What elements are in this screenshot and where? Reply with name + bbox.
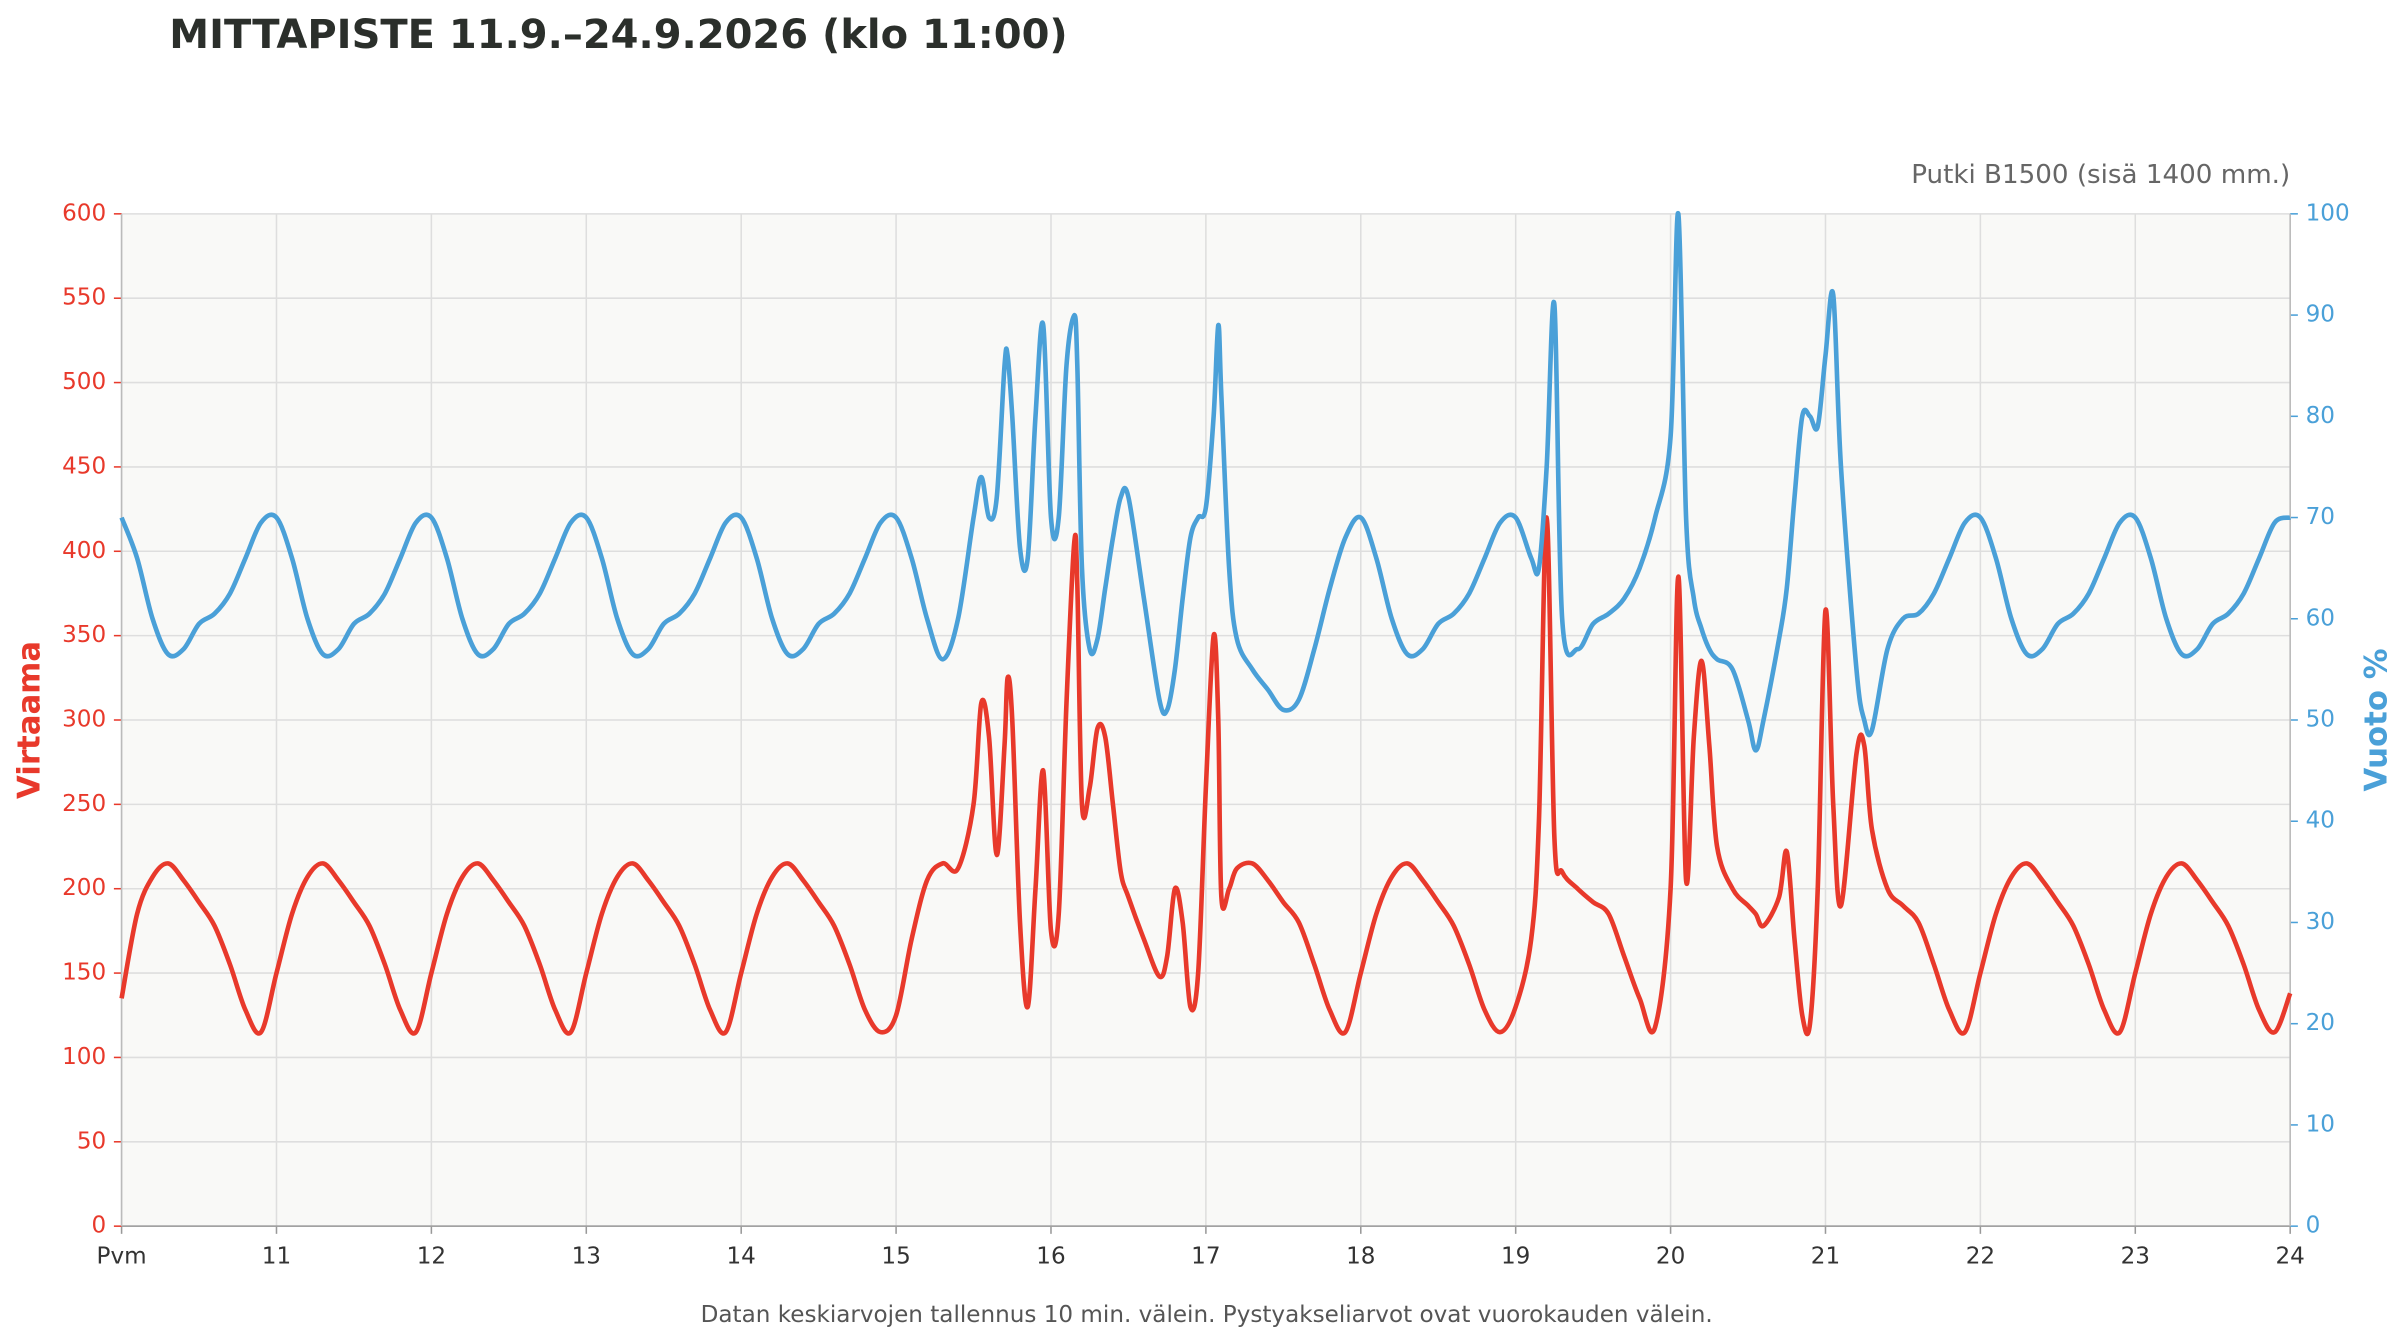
y-tick-label: 0 <box>92 1213 107 1239</box>
y2-tick-label: 40 <box>2306 808 2335 834</box>
x-tick-label: 14 <box>726 1243 755 1269</box>
x-tick-label: 15 <box>881 1243 910 1269</box>
y-axis-label: Virtaama <box>11 641 47 799</box>
y2-axis-label: Vuoto % <box>2358 648 2394 791</box>
x-tick-label: 21 <box>1811 1243 1840 1269</box>
y2-tick-label: 80 <box>2306 403 2335 429</box>
x-tick-label: 17 <box>1191 1243 1220 1269</box>
y2-tick-label: 10 <box>2306 1111 2335 1137</box>
y-tick-label: 600 <box>62 200 106 226</box>
y-tick-label: 400 <box>62 538 106 564</box>
x-tick-label: 24 <box>2275 1243 2304 1269</box>
x-tick-label: 13 <box>572 1243 601 1269</box>
y-tick-label: 350 <box>62 622 106 648</box>
y2-tick-label: 90 <box>2306 302 2335 328</box>
y2-tick-label: 100 <box>2306 200 2350 226</box>
x-tick-label: Pvm <box>97 1243 147 1269</box>
chart-title: MITTAPISTE 11.9.–24.9.2026 (klo 11:00) <box>169 12 1067 58</box>
y-tick-label: 500 <box>62 369 106 395</box>
y-tick-label: 100 <box>62 1044 106 1070</box>
y2-tick-label: 0 <box>2306 1213 2321 1239</box>
x-tick-label: 22 <box>1966 1243 1995 1269</box>
y-tick-label: 450 <box>62 453 106 479</box>
y-tick-label: 250 <box>62 791 106 817</box>
x-tick-label: 19 <box>1501 1243 1530 1269</box>
y2-tick-label: 30 <box>2306 909 2335 935</box>
data-line <box>119 211 2291 753</box>
y2-tick-label: 50 <box>2306 707 2335 733</box>
x-tick-label: 11 <box>262 1243 291 1269</box>
y-tick-label: 150 <box>62 960 106 986</box>
footnote: Datan keskiarvojen tallennus 10 min. väl… <box>701 1302 1713 1328</box>
x-tick-label: 20 <box>1656 1243 1685 1269</box>
y-tick-label: 50 <box>77 1128 106 1154</box>
y2-tick-label: 20 <box>2306 1010 2335 1036</box>
y2-tick-label: 70 <box>2306 504 2335 530</box>
x-tick-label: 12 <box>417 1243 446 1269</box>
y-tick-label: 200 <box>62 875 106 901</box>
y-tick-label: 300 <box>62 707 106 733</box>
chart-subtitle: Putki B1500 (sisä 1400 mm.) <box>1911 160 2290 190</box>
y2-tick-label: 60 <box>2306 605 2335 631</box>
data-line <box>119 515 2293 1037</box>
x-tick-label: 23 <box>2121 1243 2150 1269</box>
x-tick-label: 16 <box>1036 1243 1065 1269</box>
x-tick-label: 18 <box>1346 1243 1375 1269</box>
y-tick-label: 550 <box>62 285 106 311</box>
